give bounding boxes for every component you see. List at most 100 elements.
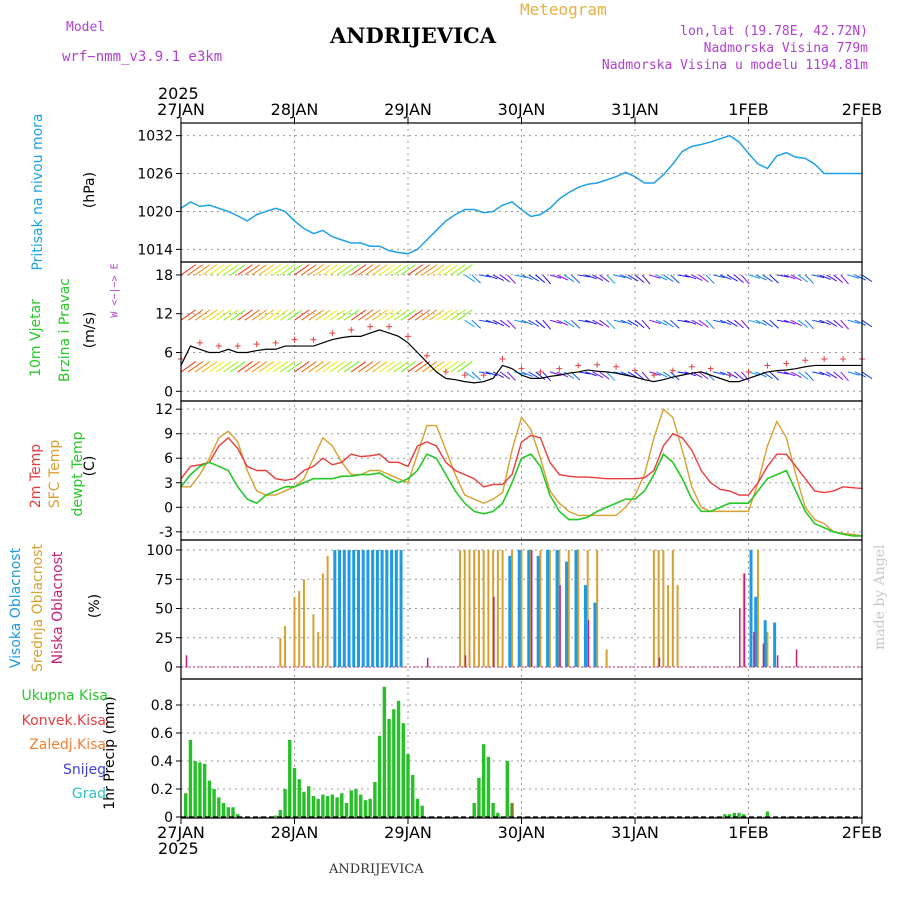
wind-arrow <box>556 319 569 326</box>
wind-arrow <box>776 274 789 278</box>
mid-cloud-bar <box>321 573 324 667</box>
wind-arrow <box>812 371 825 376</box>
wind-arrow <box>315 264 331 276</box>
wind-arrow <box>350 264 367 276</box>
mid-cloud-bar <box>676 585 679 667</box>
precip-total-bar <box>765 811 770 817</box>
cloud-ytick-label: 75 <box>155 572 173 588</box>
wind-arrow <box>542 319 552 330</box>
prec-ytick-label: 0 <box>164 810 173 826</box>
wind-arrow <box>421 361 438 373</box>
mid-cloud-bar <box>293 596 296 667</box>
high-cloud-bar <box>342 550 346 667</box>
wind-arrow <box>613 274 626 279</box>
wind-arrow <box>329 361 346 373</box>
wind-arrow <box>251 361 267 373</box>
wind-arrow <box>393 264 409 276</box>
wind-arrow <box>634 371 645 381</box>
wind-gust-marker <box>196 339 203 346</box>
wind-arrow <box>464 274 475 283</box>
high-cloud-bar <box>356 550 360 667</box>
precip-total-bar <box>226 807 230 817</box>
wind-arrow <box>400 361 416 373</box>
high-cloud-bar <box>565 561 569 667</box>
precip-total-bar <box>278 810 283 817</box>
wind-arrow <box>315 309 331 321</box>
day-label-top: 29JAN <box>384 100 432 119</box>
wind-arrow <box>329 309 346 321</box>
temp2m-line <box>180 432 863 496</box>
wind-arrow <box>358 361 374 373</box>
wind-arrow <box>797 319 809 328</box>
wind-arrow <box>563 371 575 380</box>
wind-arrow <box>840 319 849 330</box>
data-layer <box>178 134 873 818</box>
wind-arrow <box>521 319 533 326</box>
grid-layer <box>180 123 863 818</box>
wind-arrow <box>443 264 459 276</box>
wind-arrow <box>336 309 353 321</box>
wind-arrow <box>578 371 591 375</box>
dewpoint-line <box>180 452 862 537</box>
precip-total-bar <box>217 797 221 817</box>
precip-total-bar <box>349 790 353 817</box>
pres-panel-frame <box>180 122 863 263</box>
frame-layer: 27JAN 27JAN 28JAN 28JAN 29JAN 29JAN 30JAN 30JAN… <box>137 100 882 842</box>
wind-gust-marker <box>764 362 771 369</box>
wind-arrow <box>400 309 416 321</box>
wind-arrow <box>322 361 338 373</box>
wind-arrow <box>280 361 296 373</box>
wind-arrow <box>542 274 552 285</box>
wind-gust-marker <box>632 367 638 374</box>
wind-arrow <box>272 264 289 276</box>
precip-total-bar <box>420 805 424 817</box>
mid-cloud-bar <box>756 550 759 667</box>
mid-cloud-bar <box>596 550 599 667</box>
pres-ytick-label: 1026 <box>137 167 173 183</box>
precip-total-bar <box>184 793 188 817</box>
wind-arrow <box>294 361 310 373</box>
wind-arrow <box>783 274 796 280</box>
precip-total-bar <box>236 814 240 817</box>
mid-cloud-bar <box>487 550 490 667</box>
wind-arrow <box>492 319 504 327</box>
wind-arrow <box>521 274 533 280</box>
wind-arrow <box>428 264 445 276</box>
wind-arrow <box>812 319 825 324</box>
low-cloud-bar <box>464 655 467 667</box>
wind-arrow <box>769 274 779 284</box>
wind-arrow <box>854 274 866 281</box>
high-cloud-bar <box>508 555 512 667</box>
wind-arrow <box>365 309 381 321</box>
wind-arrow <box>606 371 616 381</box>
wind-arrow <box>620 274 633 280</box>
wind-arrow <box>343 264 360 276</box>
temp-ytick-label: 3 <box>164 476 173 492</box>
mid-cloud-bar <box>548 550 551 667</box>
wind-arrow <box>790 319 802 327</box>
wind-arrow <box>783 319 796 325</box>
wind-panel-frame <box>180 261 863 402</box>
wind-arrow <box>563 274 575 283</box>
mid-cloud-bar <box>468 550 471 667</box>
precip-total-bar <box>723 814 727 817</box>
wind-arrow <box>421 309 438 321</box>
wind-arrow <box>634 274 645 284</box>
elevation-label: Nadmorska Visina 779m <box>703 41 868 56</box>
mid-cloud-bar <box>312 614 315 667</box>
wind-arrow <box>691 319 703 327</box>
wind-arrow <box>599 319 610 328</box>
wind-arrow <box>719 319 732 326</box>
wind-arrow <box>592 274 604 282</box>
wind-arrow <box>194 264 211 276</box>
high-cloud-bar <box>352 550 356 667</box>
precip-total-bar <box>325 796 330 817</box>
wind-arrow <box>854 371 866 378</box>
wind-arrow <box>194 361 211 373</box>
wind-arrow <box>287 264 303 276</box>
cloud-ytick-label: 0 <box>164 660 173 676</box>
wind-arrow <box>506 371 517 381</box>
wind-arrow <box>812 274 825 279</box>
low-cloud-bar <box>493 596 495 667</box>
wind-arrow <box>244 361 260 373</box>
